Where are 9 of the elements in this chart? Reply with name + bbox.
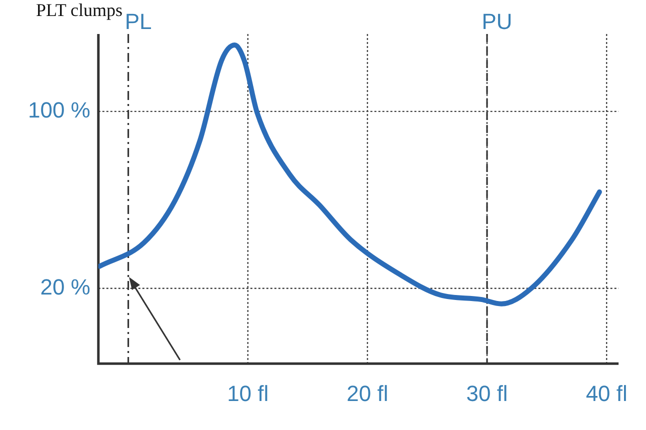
- x-tick-label: 20 fl: [346, 380, 388, 406]
- x-tick-label: 10 fl: [227, 380, 269, 406]
- chart-title: PLT clumps: [36, 0, 123, 21]
- y-tick-label: 20 %: [40, 274, 90, 300]
- x-tick-label: 40 fl: [586, 380, 628, 406]
- y-tick-label: 100 %: [28, 97, 90, 122]
- ref-line-label: PL: [124, 9, 152, 34]
- x-tick-label: 30 fl: [466, 380, 508, 406]
- ref-line-label: PU: [482, 9, 512, 34]
